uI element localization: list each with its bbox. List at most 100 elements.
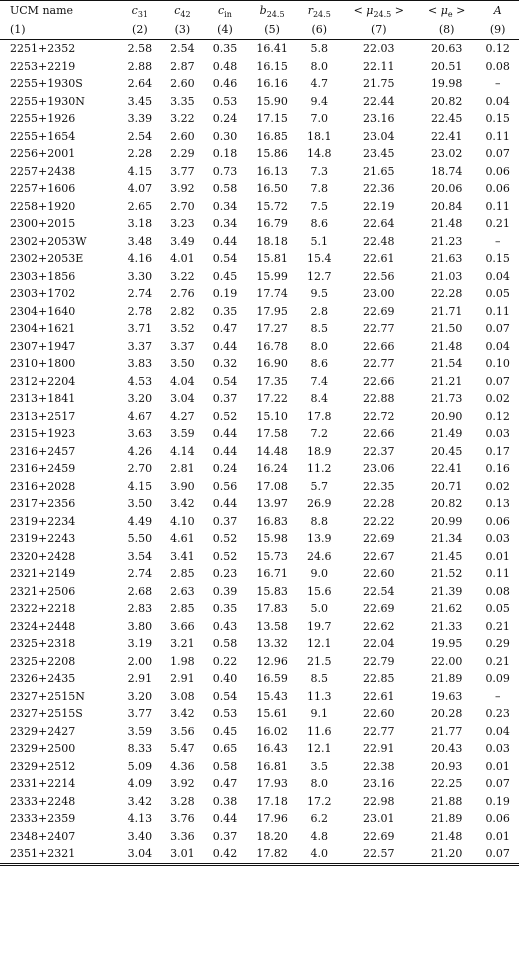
cell-b245: 16.43 [256, 742, 288, 755]
cell-mu245: 22.44 [363, 94, 395, 108]
cell-ucm-name: 2255+1930S [10, 77, 83, 90]
cell-r245: 11.3 [307, 689, 332, 703]
cell-cin: 0.58 [212, 182, 238, 195]
cell-A: 0.03 [485, 427, 510, 440]
cell-c31: 4.16 [127, 252, 153, 265]
cell-r245: 4.8 [310, 829, 329, 843]
table-row: 2307+1947 3.37 3.37 0.44 16.78 8.0 22.66 21.48 0… [0, 338, 519, 356]
table-row: 2331+2214 4.09 3.92 0.47 17.93 8.0 23.16 22.25 0… [0, 775, 519, 793]
cell-r245: 7.5 [310, 199, 329, 213]
cell-ucm-name: 2304+1640 [10, 304, 76, 318]
cell-cin: 0.46 [212, 77, 238, 90]
cell-b245: 15.86 [256, 147, 288, 160]
cell-b245: 16.79 [256, 217, 288, 230]
col-index: (8) [438, 23, 455, 36]
cell-cin: 0.54 [212, 689, 238, 703]
cell-A: 0.02 [485, 479, 510, 493]
cell-r245: 4.0 [310, 847, 329, 860]
cell-mu245: 22.11 [363, 59, 395, 73]
cell-A: 0.01 [485, 759, 510, 773]
table-row: 2329+2427 3.59 3.56 0.45 16.02 11.6 22.77 21.77… [0, 723, 519, 741]
cell-mue: 21.23 [430, 234, 463, 248]
cell-cin: 0.53 [212, 94, 238, 108]
cell-cin: 0.35 [212, 602, 238, 615]
cell-ucm-name: 2255+1926 [10, 112, 76, 125]
table-row: 2321+2149 2.74 2.85 0.23 16.71 9.0 22.60 21.52 0… [0, 565, 519, 583]
cell-c31: 2.88 [127, 59, 153, 73]
cell-mue: 21.89 [430, 672, 463, 685]
cell-c42: 3.42 [170, 497, 195, 510]
data-table-container: UCM name c31 c42 cin b24.5 r24.5 < μ24.5… [0, 0, 519, 864]
cell-mu245: 22.48 [363, 234, 395, 248]
cell-cin: 0.18 [212, 147, 238, 160]
cell-c42: 3.04 [170, 392, 195, 405]
cell-cin: 0.73 [212, 164, 238, 178]
cell-r245: 7.3 [310, 164, 329, 178]
cell-c31: 5.09 [127, 759, 153, 773]
col-header-r245: r24.5 [307, 4, 331, 20]
cell-r245: 17.8 [307, 409, 332, 423]
cell-mue: 20.63 [430, 42, 463, 55]
cell-mu245: 21.75 [363, 77, 395, 90]
cell-c31: 3.37 [127, 339, 153, 353]
cell-b245: 18.18 [256, 234, 288, 248]
cell-c42: 4.01 [170, 252, 195, 265]
cell-c42: 2.54 [170, 42, 195, 55]
cell-mue: 20.82 [430, 94, 463, 108]
cell-c42: 2.85 [170, 567, 195, 580]
cell-r245: 12.7 [307, 269, 332, 283]
cell-c42: 3.92 [170, 182, 195, 195]
cell-b245: 16.16 [256, 77, 288, 90]
table-row: 2351+2321 3.04 3.01 0.42 17.82 4.0 22.57 21.20 0… [0, 845, 519, 864]
cell-cin: 0.22 [212, 654, 238, 668]
cell-c31: 2.65 [127, 199, 153, 213]
cell-ucm-name: 2322+2218 [10, 602, 76, 615]
cell-ucm-name: 2319+2243 [10, 532, 76, 545]
cell-cin: 0.54 [212, 374, 238, 388]
cell-A: 0.05 [485, 602, 510, 615]
cell-b245: 17.22 [256, 392, 288, 405]
cell-mue: 22.28 [430, 287, 463, 300]
cell-mu245: 22.04 [363, 637, 395, 650]
cell-c31: 2.78 [127, 304, 153, 318]
cell-mue: 22.41 [430, 129, 463, 143]
cell-b245: 15.98 [256, 532, 288, 545]
cell-mue: 21.73 [430, 392, 463, 405]
cell-c31: 3.54 [127, 549, 153, 563]
cell-cin: 0.35 [212, 304, 238, 318]
cell-cin: 0.42 [212, 847, 238, 860]
cell-b245: 15.90 [256, 94, 288, 108]
cell-c31: 4.26 [127, 444, 153, 458]
cell-mue: 20.45 [430, 444, 463, 458]
cell-mu245: 22.72 [363, 409, 395, 423]
cell-A: 0.08 [485, 584, 510, 598]
cell-b245: 16.90 [256, 357, 288, 370]
cell-A: 0.16 [485, 462, 510, 475]
cell-c31: 3.80 [127, 619, 153, 633]
cell-A: 0.07 [485, 847, 510, 860]
table-row: 2321+2506 2.68 2.63 0.39 15.83 15.6 22.54 21.39… [0, 583, 519, 601]
cell-mue: 21.77 [430, 724, 463, 738]
cell-A: 0.06 [485, 182, 510, 195]
cell-c31: 5.50 [127, 532, 153, 545]
cell-cin: 0.53 [212, 707, 238, 720]
cell-c42: 4.61 [170, 532, 195, 545]
cell-b245: 13.58 [256, 619, 288, 633]
cell-r245: 12.1 [307, 742, 332, 755]
cell-mue: 20.82 [430, 497, 463, 510]
cell-A: 0.04 [485, 269, 510, 283]
cell-mu245: 22.69 [363, 532, 395, 545]
cell-c31: 3.19 [127, 637, 153, 650]
table-row: 2325+2208 2.00 1.98 0.22 12.96 21.5 22.79 22.00… [0, 653, 519, 671]
cell-mue: 21.33 [430, 619, 463, 633]
cell-A: 0.07 [485, 777, 510, 790]
cell-mue: 21.48 [430, 829, 463, 843]
cell-b245: 17.18 [256, 794, 288, 808]
cell-mue: 20.28 [430, 707, 463, 720]
cell-b245: 17.15 [256, 112, 288, 125]
table-row: 2303+1856 3.30 3.22 0.45 15.99 12.7 22.56 21.03… [0, 268, 519, 286]
cell-c31: 2.58 [127, 42, 153, 55]
cell-c42: 2.85 [170, 602, 195, 615]
cell-c31: 2.74 [127, 567, 153, 580]
cell-c42: 3.01 [170, 847, 195, 860]
